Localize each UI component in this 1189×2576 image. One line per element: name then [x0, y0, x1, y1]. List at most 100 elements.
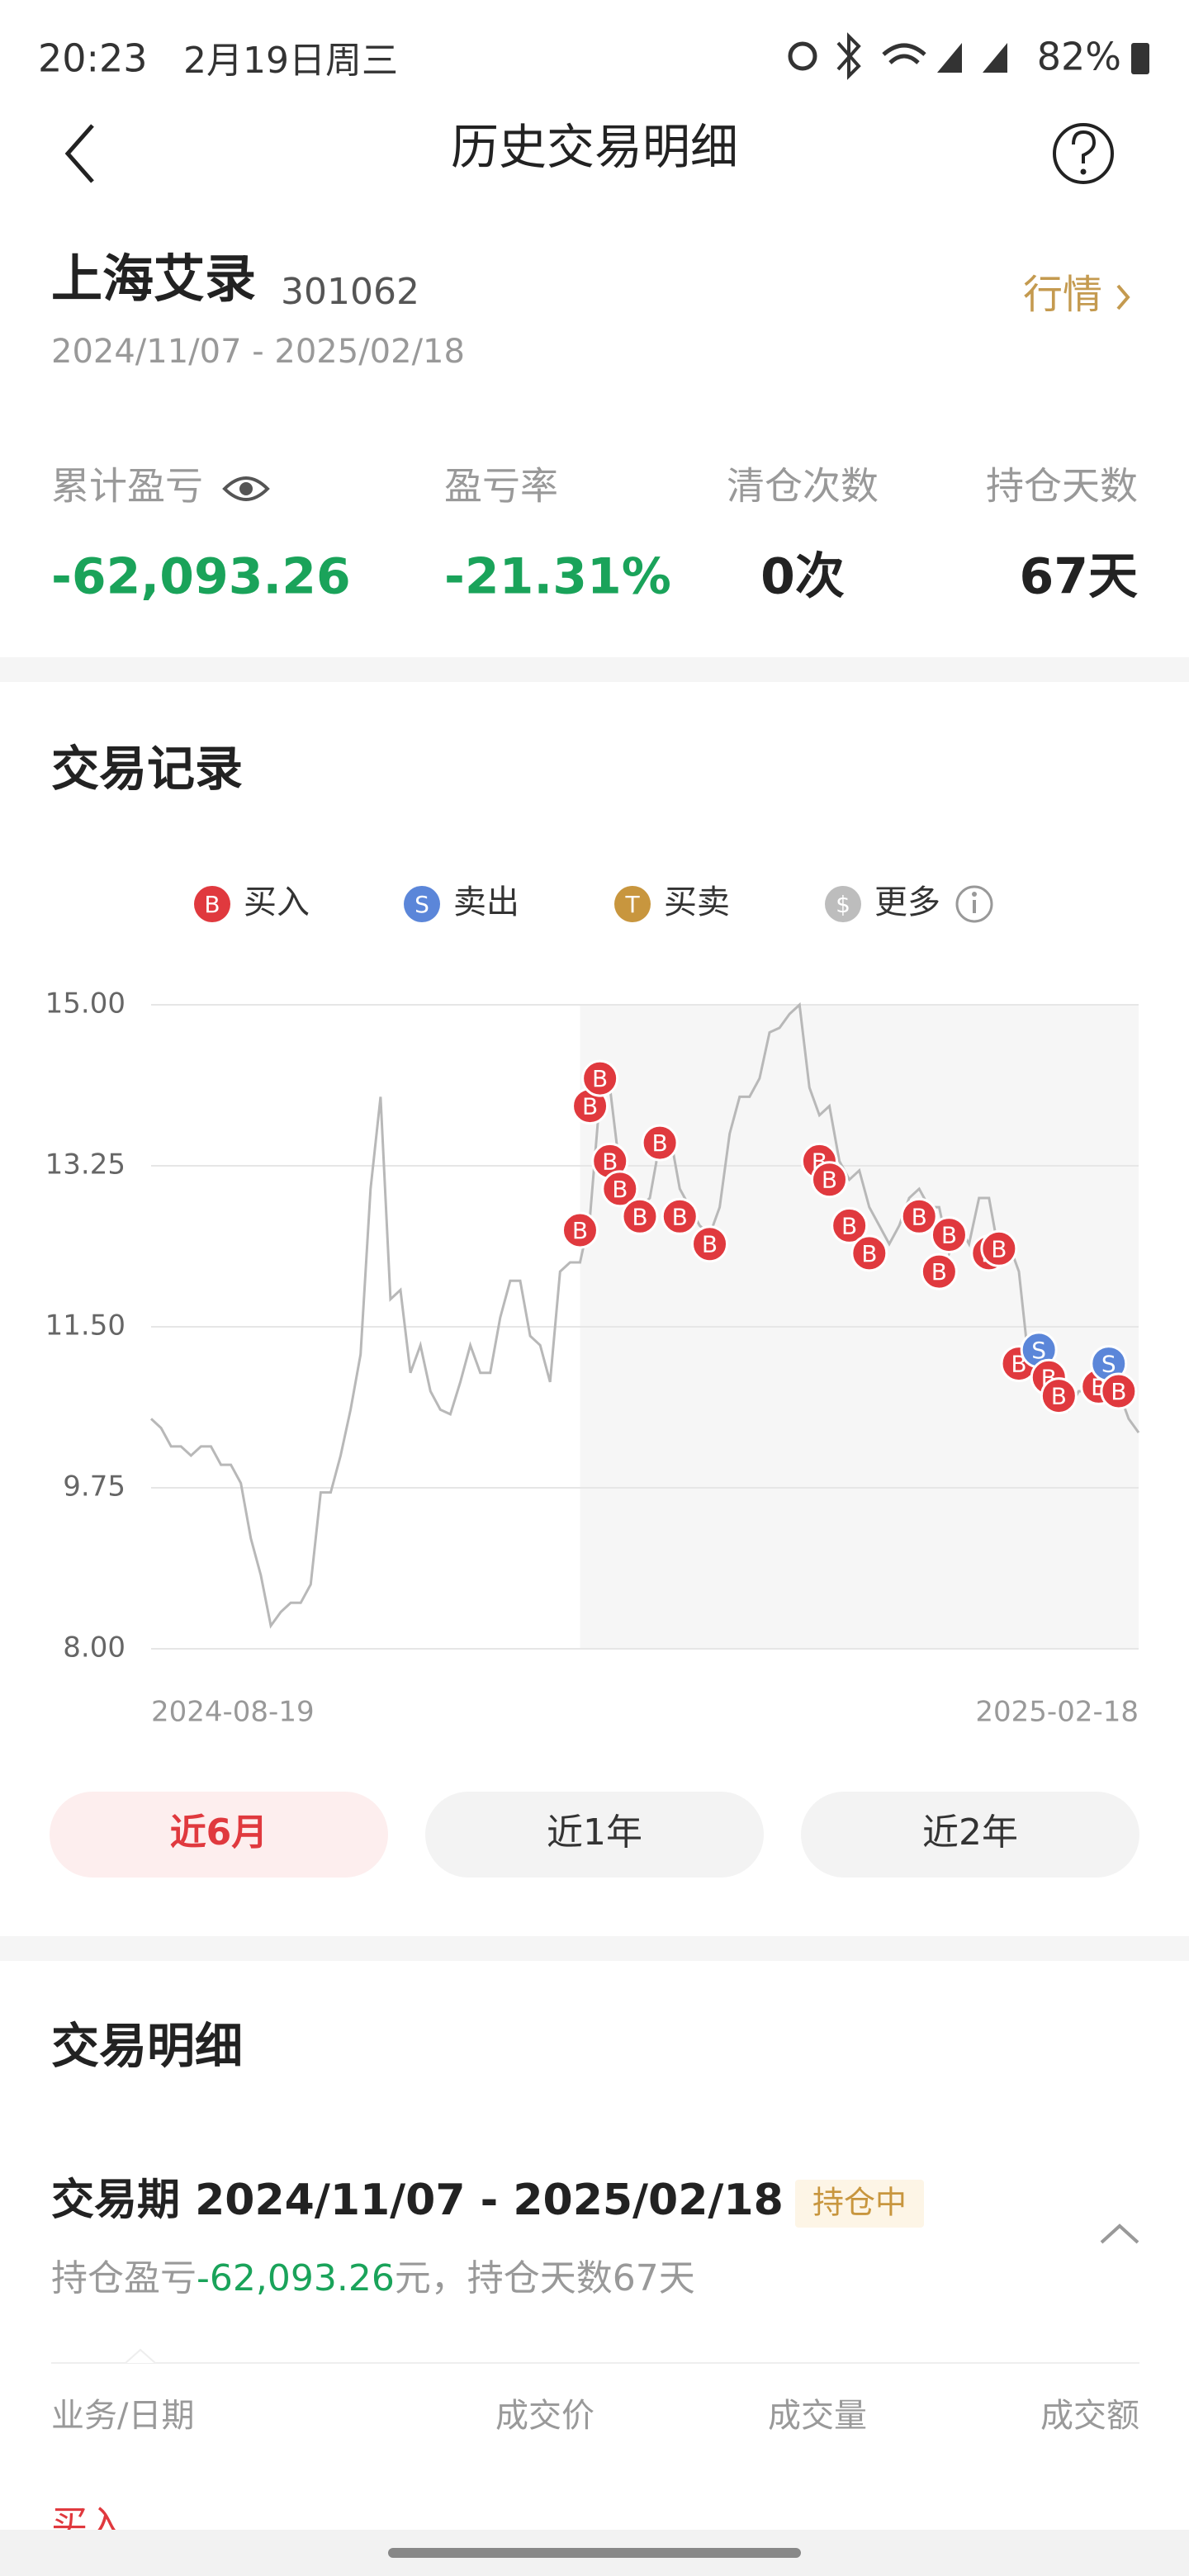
trade-marker-label: B	[582, 1093, 598, 1120]
table-header: 业务/日期 成交价 成交量 成交额	[51, 2397, 1139, 2435]
trade-marker-label: B	[672, 1203, 688, 1230]
trade-marker-label: B	[602, 1148, 618, 1175]
stock-name: 上海艾录	[51, 249, 256, 309]
trade-marker[interactable]	[561, 1211, 599, 1249]
status-tag	[795, 2180, 924, 2228]
trade-marker-label: B	[861, 1240, 877, 1267]
quote-link-text[interactable]: 行情	[1023, 272, 1102, 318]
trade-marker-label: S	[1031, 1337, 1046, 1364]
range-button[interactable]	[425, 1792, 764, 1878]
section-divider	[0, 657, 1189, 682]
trade-marker[interactable]	[920, 1252, 958, 1290]
range-buttons: 近6月 近1年 近2年	[50, 1792, 1139, 1878]
trade-marker-label: S	[1101, 1351, 1116, 1378]
status-date: 2月19日周三	[183, 40, 398, 82]
trade-marker[interactable]	[641, 1124, 679, 1162]
back-button[interactable]	[64, 124, 94, 183]
column-header: 成交价	[495, 2397, 594, 2435]
column-header: 成交额	[1040, 2397, 1139, 2435]
legend-label: 卖出	[453, 883, 519, 921]
trade-marker-label: B	[702, 1231, 718, 1258]
stock-period: 2024/11/07 - 2025/02/18	[51, 333, 465, 371]
trade-marker-label: B	[991, 1235, 1007, 1262]
home-indicator[interactable]	[388, 2548, 801, 2558]
y-tick-label: 11.50	[45, 1309, 126, 1342]
trade-marker-label: B	[1111, 1378, 1126, 1405]
range-button-label[interactable]: 近1年	[547, 1811, 642, 1854]
column-header: 成交量	[768, 2397, 867, 2435]
stats: 累计盈亏 -62,093.26 盈亏率 -21.31% 清仓次数 0次 持仓天数 67天	[51, 464, 1138, 606]
trade-marker[interactable]	[1100, 1372, 1138, 1410]
info-icon[interactable]	[955, 885, 993, 923]
section-title: 交易记录	[51, 741, 243, 797]
trade-marker-label: B	[592, 1065, 608, 1092]
stock-code: 301062	[281, 271, 419, 313]
price-chart: 15.00 13.25 11.50 9.75 8.00 2024-08-19 2025-02…	[45, 987, 1140, 1729]
page-title: 历史交易明细	[451, 119, 738, 175]
range-button[interactable]	[801, 1792, 1139, 1878]
trade-marker[interactable]	[581, 1059, 619, 1097]
legend-label: 买入	[244, 883, 310, 921]
trade-marker[interactable]	[850, 1234, 888, 1272]
period-summary: 持仓盈亏-62,093.26元，持仓天数67天	[51, 2257, 695, 2299]
trade-marker[interactable]	[1040, 1377, 1078, 1415]
trade-marker-label: B	[912, 1203, 927, 1230]
trade-marker[interactable]	[601, 1170, 639, 1208]
stat-label: 盈亏率	[444, 464, 558, 509]
trade-marker[interactable]	[691, 1225, 729, 1263]
stat-value: -62,093.26	[51, 548, 351, 606]
legend-icon	[614, 886, 651, 922]
collapse-button[interactable]	[1100, 2223, 1139, 2244]
stat-label: 累计盈亏	[51, 464, 203, 509]
quote-link[interactable]: 行情	[1023, 272, 1130, 318]
trade-marker[interactable]	[930, 1216, 968, 1254]
status-icons	[788, 32, 1149, 80]
legend-icon-letter: T	[624, 891, 640, 918]
trade-marker[interactable]	[900, 1197, 938, 1235]
trade-marker[interactable]	[810, 1161, 848, 1199]
summary-suffix: 元，持仓天数67天	[395, 2257, 695, 2299]
x-tick-label: 2024-08-19	[151, 1696, 315, 1729]
x-tick-label: 2025-02-18	[975, 1696, 1139, 1729]
trade-marker-label: B	[841, 1212, 857, 1239]
summary-value: -62,093.26	[197, 2257, 395, 2299]
legend: B 买入 S 卖出 T 买卖 $ 更多	[194, 883, 940, 922]
y-tick-label: 15.00	[45, 987, 126, 1020]
divider-caret	[125, 2348, 156, 2364]
legend-icon-letter: B	[204, 891, 220, 918]
trade-marker-label: B	[572, 1217, 588, 1244]
period-title: 交易期 2024/11/07 - 2025/02/18	[51, 2176, 784, 2225]
stat-label: 清仓次数	[727, 464, 879, 509]
trade-marker-label: B	[632, 1203, 647, 1230]
legend-label: 更多	[874, 883, 940, 921]
legend-icon-letter: $	[836, 891, 850, 918]
summary-prefix: 持仓盈亏	[51, 2257, 197, 2299]
legend-icon	[194, 886, 230, 922]
trade-marker[interactable]	[621, 1197, 659, 1235]
section-divider	[0, 1936, 1189, 1961]
trade-marker-label: B	[931, 1258, 947, 1286]
stat-value: 0次	[760, 548, 845, 606]
range-button-label[interactable]: 近6月	[170, 1811, 268, 1854]
help-button[interactable]	[1053, 123, 1114, 184]
legend-icon	[404, 886, 440, 922]
y-tick-label: 13.25	[45, 1148, 126, 1181]
trade-marker[interactable]	[980, 1229, 1018, 1267]
y-tick-label: 8.00	[63, 1631, 126, 1664]
legend-icon	[825, 886, 861, 922]
trade-marker-label: B	[941, 1222, 957, 1249]
stat-value: -21.31%	[444, 548, 671, 606]
stat-value: 67天	[1020, 548, 1139, 606]
range-button-label[interactable]: 近2年	[922, 1811, 1018, 1854]
legend-icon-letter: S	[414, 891, 429, 918]
trade-marker[interactable]	[831, 1206, 869, 1244]
trade-marker[interactable]	[661, 1197, 699, 1235]
eye-icon[interactable]	[222, 476, 270, 501]
trade-marker-label: B	[652, 1129, 668, 1157]
trade-marker-label: B	[822, 1167, 837, 1194]
range-button[interactable]	[50, 1792, 388, 1878]
status-battery: 82%	[1037, 35, 1121, 79]
trade-marker-label: B	[1051, 1383, 1067, 1410]
